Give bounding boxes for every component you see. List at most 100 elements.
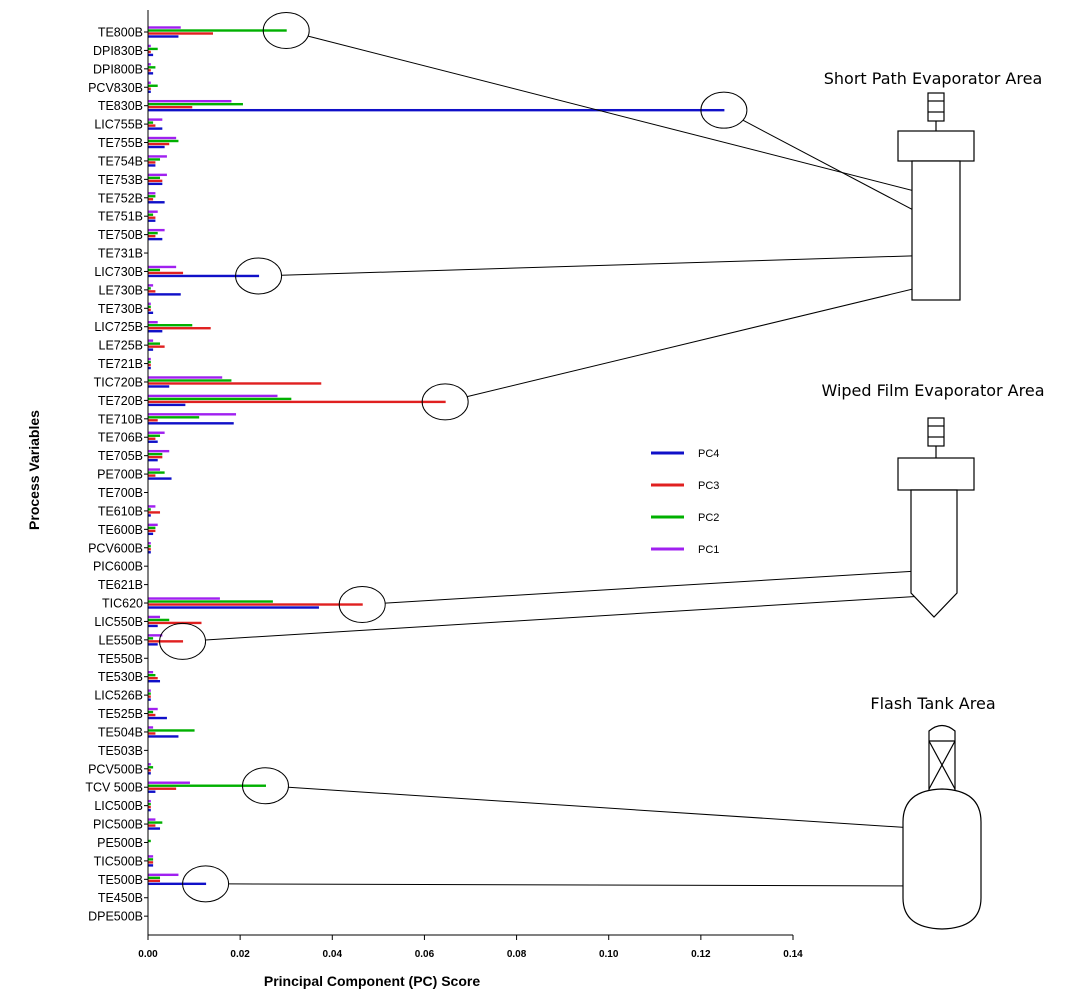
bar-pc2-pcv830b: [148, 84, 158, 87]
category-label-te720b: TE720B: [98, 394, 143, 408]
bar-pc2-pcv500b: [148, 766, 154, 769]
arrow-te800b-to-short-path-evaporator: [307, 35, 939, 199]
bar-pc3-te610b: [148, 511, 161, 514]
spe-motor-box: [927, 92, 945, 122]
bar-pc1-le730b: [148, 284, 154, 287]
category-label-te600b: TE600B: [98, 523, 143, 537]
bar-pc2-lic755b: [148, 121, 154, 124]
x-tick-label-0-04: 0.04: [323, 949, 343, 960]
bar-pc3-te755b: [148, 142, 170, 146]
bar-pc3-pcv500b: [148, 769, 151, 772]
bar-pc2-tcv-500b: [148, 784, 266, 787]
bar-pc1-te752b: [148, 192, 156, 195]
category-label-dpi800b: DPI800B: [93, 62, 143, 76]
bar-pc4-te710b: [148, 422, 234, 425]
x-tick-label-0-14: 0.14: [783, 949, 803, 960]
bar-pc1-te710b: [148, 413, 237, 416]
category-label-lic500b: LIC500B: [94, 799, 143, 813]
bar-pc4-te755b: [148, 145, 165, 149]
category-label-te754b: TE754B: [98, 154, 143, 168]
arrow-te720b-to-short-path-evaporator: [467, 280, 943, 398]
bar-pc2-tic500b: [148, 858, 154, 861]
highlight-circle-te720b: [421, 383, 469, 421]
legend-label-pc2: PC2: [698, 512, 719, 524]
bar-pc4-lic526b: [148, 698, 151, 701]
bar-pc4-te830b: [148, 108, 725, 112]
bar-pc1-le550b: [148, 634, 163, 637]
bar-pc3-te751b: [148, 216, 156, 219]
flash-tank-vessel: [902, 788, 982, 930]
wfe-body: [910, 489, 958, 618]
bar-pc2-te525b: [148, 710, 154, 714]
bar-pc2-pe700b: [148, 471, 165, 474]
category-label-pe500b: PE500B: [97, 836, 143, 850]
bar-pc4-tic620: [148, 606, 319, 609]
bar-pc1-pcv600b: [148, 542, 151, 545]
bar-pc4-tcv-500b: [148, 790, 156, 793]
bar-pc4-pic500b: [148, 827, 161, 830]
bar-pc1-te720b: [148, 394, 278, 398]
bar-pc3-te600b: [148, 529, 156, 533]
bar-pc1-te800b: [148, 26, 181, 29]
category-label-te752b: TE752B: [98, 191, 143, 205]
category-labels: TE800B DPI830B DPI800B PCV830B TE830B LIC755B…: [85, 26, 148, 924]
category-label-te530b: TE530B: [98, 670, 143, 684]
bar-pc2-tic620: [148, 600, 273, 603]
wfe-motor-box: [927, 417, 945, 447]
bar-pc2-tic720b: [148, 379, 232, 382]
highlight-circle-te800b: [262, 12, 310, 49]
bar-pc1-tic620: [148, 597, 220, 600]
bar-pc3-te706b: [148, 437, 156, 440]
bar-pc3-te530b: [148, 677, 158, 680]
bar-pc4-te525b: [148, 716, 167, 720]
category-label-te550b: TE550B: [98, 652, 143, 666]
highlight-circle-tic620: [338, 586, 386, 624]
bar-pc3-pcv830b: [148, 87, 151, 90]
category-label-tic620: TIC620: [102, 597, 143, 611]
bar-pc4-te750b: [148, 237, 163, 241]
bar-pc2-te730b: [148, 305, 151, 308]
category-label-te751b: TE751B: [98, 210, 143, 224]
category-label-te731b: TE731B: [98, 247, 143, 261]
flash-tank-diagram: [902, 724, 982, 930]
category-label-te705b: TE705B: [98, 449, 143, 463]
bar-pc3-te710b: [148, 419, 158, 422]
category-label-dpe500b: DPE500B: [88, 910, 143, 924]
arrow-tcv-500b-to-flash-tank: [288, 786, 945, 834]
x-axis-title: Principal Component (PC) Score: [264, 973, 480, 989]
bar-series: [148, 26, 725, 886]
spe-head: [897, 130, 975, 162]
category-label-dpi830b: DPI830B: [93, 44, 143, 58]
category-label-te710b: TE710B: [98, 412, 143, 426]
category-label-te730b: TE730B: [98, 302, 143, 316]
bar-pc1-pic500b: [148, 818, 156, 821]
bar-pc2-te600b: [148, 526, 156, 530]
bar-pc4-pcv830b: [148, 90, 151, 93]
bar-pc2-te830b: [148, 102, 243, 106]
bar-pc2-pic500b: [148, 821, 163, 824]
category-label-tic720b: TIC720B: [94, 375, 143, 389]
bar-pc1-le725b: [148, 339, 154, 342]
bar-pc4-le730b: [148, 293, 181, 296]
category-label-tcv-500b: TCV 500B: [85, 781, 143, 795]
legend-label-pc1: PC1: [698, 544, 719, 556]
bar-pc1-te525b: [148, 707, 158, 711]
bar-pc4-le725b: [148, 348, 154, 351]
bar-pc2-te753b: [148, 176, 161, 180]
bar-pc4-lic500b: [148, 808, 151, 812]
highlight-circle-tcv-500b: [241, 767, 289, 805]
bar-pc2-le730b: [148, 287, 151, 290]
bar-pc3-tic720b: [148, 382, 322, 385]
bar-pc4-te500b: [148, 882, 207, 886]
bar-pc1-pcv830b: [148, 81, 151, 84]
spe-body: [911, 160, 961, 301]
bar-pc4-te600b: [148, 532, 154, 536]
bar-pc4-te721b: [148, 366, 151, 370]
x-tick-label-0-08: 0.08: [507, 949, 527, 960]
bar-pc2-te751b: [148, 213, 154, 216]
bar-pc1-lic526b: [148, 689, 151, 692]
bar-pc4-te504b: [148, 735, 179, 738]
bar-pc3-te525b: [148, 713, 156, 717]
x-tick-label-0-00: 0.00: [138, 949, 158, 960]
category-label-te621b: TE621B: [98, 578, 143, 592]
